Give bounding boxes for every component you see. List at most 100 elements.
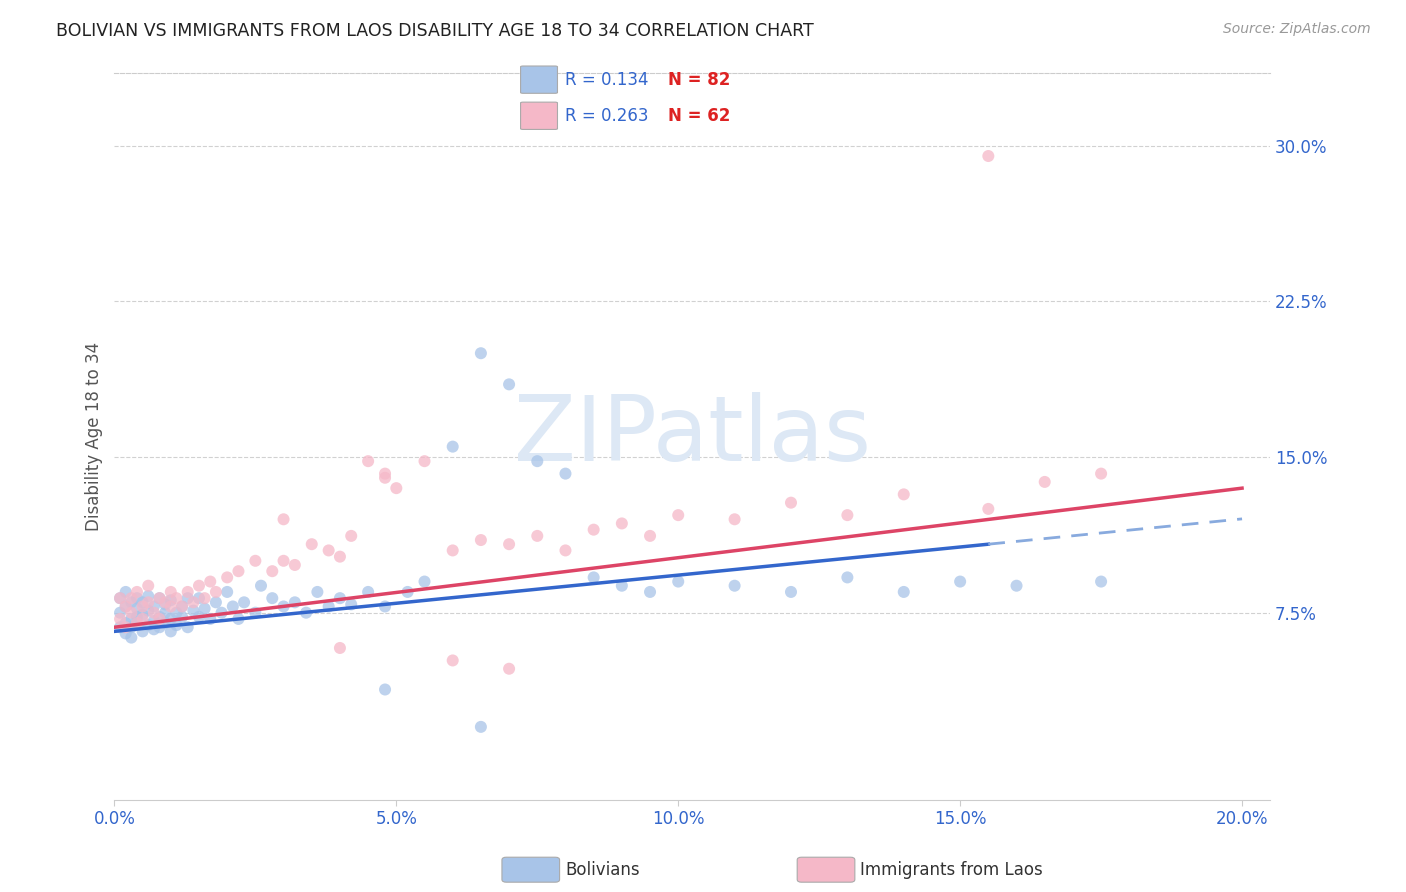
Point	[666, 508, 689, 523]
Point	[120, 591, 142, 606]
Point	[441, 543, 464, 558]
Point	[340, 529, 363, 543]
Point	[1090, 467, 1112, 481]
Point	[159, 585, 181, 599]
Point	[114, 599, 136, 614]
Point	[498, 377, 520, 392]
Point	[153, 616, 176, 631]
Point	[217, 570, 239, 584]
Point	[136, 604, 159, 618]
Point	[148, 591, 170, 606]
Point	[284, 558, 307, 572]
Point	[125, 616, 148, 631]
Point	[470, 346, 492, 360]
Point	[441, 440, 464, 454]
Point	[159, 593, 181, 607]
Point	[159, 612, 181, 626]
Point	[977, 149, 1000, 163]
Point	[318, 543, 340, 558]
Point	[245, 554, 267, 568]
Point	[120, 620, 142, 634]
Point	[120, 631, 142, 645]
Point	[413, 454, 436, 468]
Point	[273, 599, 295, 614]
Point	[284, 595, 307, 609]
Point	[142, 614, 165, 628]
Point	[385, 481, 408, 495]
Point	[114, 616, 136, 631]
Point	[329, 549, 352, 564]
Point	[177, 591, 200, 606]
Point	[554, 543, 576, 558]
Point	[136, 579, 159, 593]
Point	[470, 720, 492, 734]
Point	[200, 612, 222, 626]
Point	[205, 585, 228, 599]
Point	[188, 579, 211, 593]
Point	[307, 585, 329, 599]
Point	[148, 612, 170, 626]
Point	[136, 595, 159, 609]
Point	[177, 620, 200, 634]
Point	[131, 607, 153, 622]
FancyBboxPatch shape	[520, 66, 557, 94]
Point	[131, 612, 153, 626]
Point	[780, 496, 803, 510]
Point	[148, 620, 170, 634]
FancyBboxPatch shape	[520, 103, 557, 129]
Point	[136, 618, 159, 632]
Point	[374, 471, 396, 485]
Point	[837, 508, 859, 523]
Point	[526, 454, 548, 468]
Point	[188, 610, 211, 624]
Point	[228, 564, 250, 578]
Point	[131, 624, 153, 639]
Point	[780, 585, 803, 599]
Point	[638, 585, 661, 599]
Point	[120, 612, 142, 626]
Point	[125, 616, 148, 631]
Point	[301, 537, 323, 551]
Point	[610, 579, 633, 593]
Point	[1005, 579, 1028, 593]
Point	[148, 610, 170, 624]
Point	[295, 606, 318, 620]
Point	[108, 612, 131, 626]
Point	[183, 604, 205, 618]
Point	[837, 570, 859, 584]
Point	[165, 606, 187, 620]
Point	[153, 595, 176, 609]
Point	[131, 599, 153, 614]
Point	[200, 574, 222, 589]
Point	[165, 618, 187, 632]
Point	[136, 589, 159, 603]
Point	[131, 595, 153, 609]
Point	[120, 606, 142, 620]
Point	[194, 601, 217, 615]
Point	[170, 599, 193, 614]
Point	[262, 591, 284, 606]
Point	[177, 585, 200, 599]
Point	[610, 516, 633, 531]
Point	[159, 624, 181, 639]
Text: N = 82: N = 82	[668, 70, 731, 88]
Point	[374, 467, 396, 481]
Point	[108, 620, 131, 634]
Point	[125, 585, 148, 599]
Text: R = 0.134: R = 0.134	[565, 70, 648, 88]
Point	[441, 653, 464, 667]
Point	[893, 585, 915, 599]
Point	[498, 537, 520, 551]
Point	[170, 610, 193, 624]
Point	[125, 610, 148, 624]
Point	[357, 454, 380, 468]
Point	[374, 599, 396, 614]
Point	[582, 523, 605, 537]
Point	[470, 533, 492, 547]
Point	[498, 662, 520, 676]
Point	[357, 585, 380, 599]
Point	[329, 640, 352, 655]
Point	[170, 599, 193, 614]
Point	[188, 591, 211, 606]
Point	[1033, 475, 1056, 489]
